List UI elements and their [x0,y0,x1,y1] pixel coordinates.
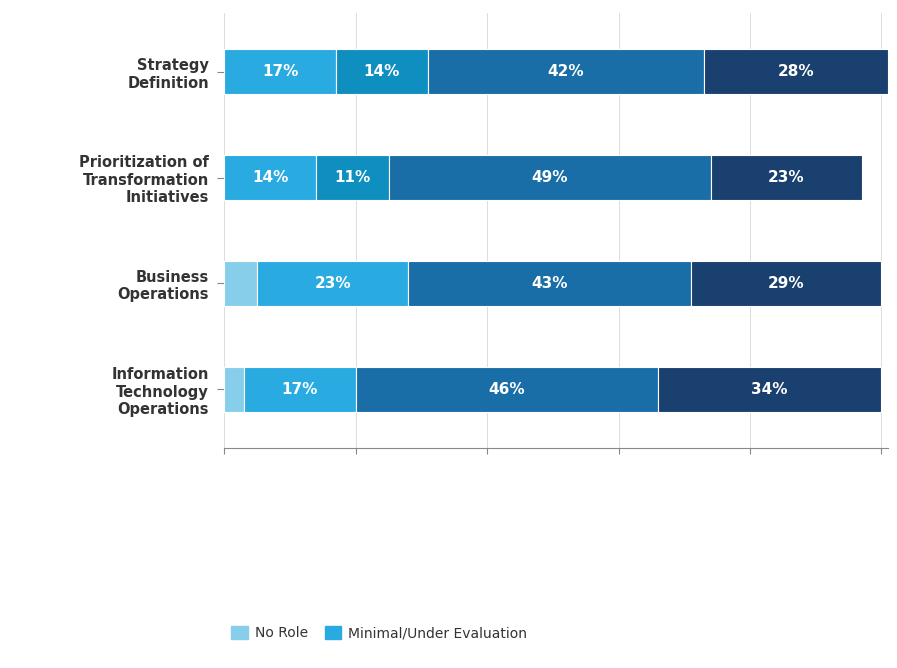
Bar [224,49,336,94]
Bar [691,261,882,306]
Text: 17%: 17% [282,382,318,397]
Bar [388,155,710,200]
Text: 14%: 14% [364,64,400,79]
Bar [244,367,356,411]
Bar [356,367,658,411]
Bar [257,261,408,306]
Bar [224,367,244,411]
Bar [336,49,428,94]
Bar [317,155,388,200]
Text: 46%: 46% [489,382,525,397]
Text: 23%: 23% [314,276,351,291]
Text: 34%: 34% [752,382,788,397]
Text: 14%: 14% [252,170,289,185]
Text: 17%: 17% [262,64,299,79]
Text: 49%: 49% [531,170,568,185]
Text: 23%: 23% [768,170,805,185]
Text: 43%: 43% [531,276,568,291]
Bar [428,49,704,94]
Text: 29%: 29% [768,276,805,291]
Bar [658,367,882,411]
Bar [224,155,317,200]
Text: 42%: 42% [548,64,584,79]
Bar [710,155,862,200]
Bar [224,261,257,306]
Text: 28%: 28% [778,64,814,79]
Bar [408,261,691,306]
Text: 11%: 11% [335,170,370,185]
Bar [704,49,888,94]
